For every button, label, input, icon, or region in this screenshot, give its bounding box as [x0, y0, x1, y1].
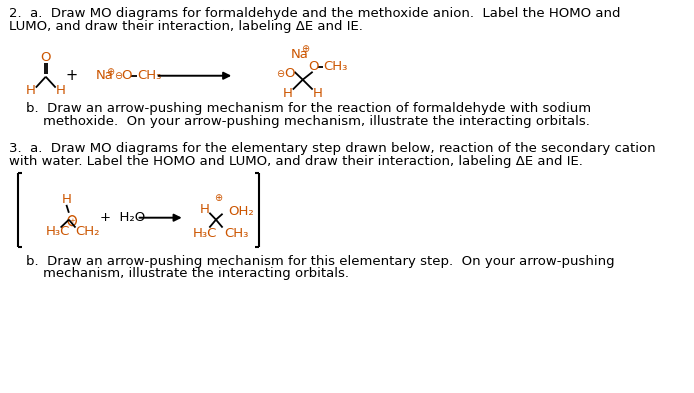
Text: H: H: [313, 87, 323, 100]
Text: O: O: [40, 51, 51, 64]
Text: CH₃: CH₃: [323, 61, 348, 73]
Text: H: H: [56, 84, 65, 97]
Text: ⊕: ⊕: [301, 44, 310, 54]
Text: +: +: [65, 68, 78, 83]
Text: ⊕: ⊕: [214, 193, 223, 203]
Text: O: O: [285, 67, 295, 80]
Text: mechanism, illustrate the interacting orbitals.: mechanism, illustrate the interacting or…: [10, 267, 349, 280]
Text: ⊕: ⊕: [106, 67, 115, 77]
Text: +: +: [69, 218, 75, 224]
Text: 3.  a.  Draw MO diagrams for the elementary step drawn below, reaction of the se: 3. a. Draw MO diagrams for the elementar…: [10, 142, 656, 155]
Text: methoxide.  On your arrow-pushing mechanism, illustrate the interacting orbitals: methoxide. On your arrow-pushing mechani…: [10, 115, 591, 128]
Text: CH₃: CH₃: [224, 227, 248, 240]
Text: CH₃: CH₃: [137, 69, 162, 82]
Text: with water. Label the HOMO and LUMO, and draw their interaction, labeling ΔE and: with water. Label the HOMO and LUMO, and…: [10, 155, 583, 168]
Text: H: H: [199, 203, 210, 216]
Text: ⊖: ⊖: [276, 69, 285, 79]
Text: H: H: [283, 87, 293, 100]
Text: b.  Draw an arrow-pushing mechanism for the reaction of formaldehyde with sodium: b. Draw an arrow-pushing mechanism for t…: [10, 102, 591, 115]
Text: H: H: [62, 193, 71, 206]
Text: Na: Na: [95, 69, 113, 82]
Text: H₃C: H₃C: [46, 225, 70, 238]
Text: H: H: [26, 84, 36, 97]
Text: ⊖: ⊖: [115, 71, 123, 81]
Text: O: O: [308, 61, 319, 73]
Text: H₃C: H₃C: [193, 227, 217, 240]
Text: 2.  a.  Draw MO diagrams for formaldehyde and the methoxide anion.  Label the HO: 2. a. Draw MO diagrams for formaldehyde …: [10, 7, 621, 20]
Text: LUMO, and draw their interaction, labeling ΔE and IE.: LUMO, and draw their interaction, labeli…: [10, 20, 363, 33]
Text: +  H₂O: + H₂O: [101, 211, 146, 224]
Text: O: O: [121, 69, 132, 82]
Text: OH₂: OH₂: [228, 205, 254, 218]
Text: b.  Draw an arrow-pushing mechanism for this elementary step.  On your arrow-pus: b. Draw an arrow-pushing mechanism for t…: [10, 255, 615, 268]
Text: CH₂: CH₂: [76, 225, 100, 238]
Text: Na: Na: [290, 48, 308, 61]
